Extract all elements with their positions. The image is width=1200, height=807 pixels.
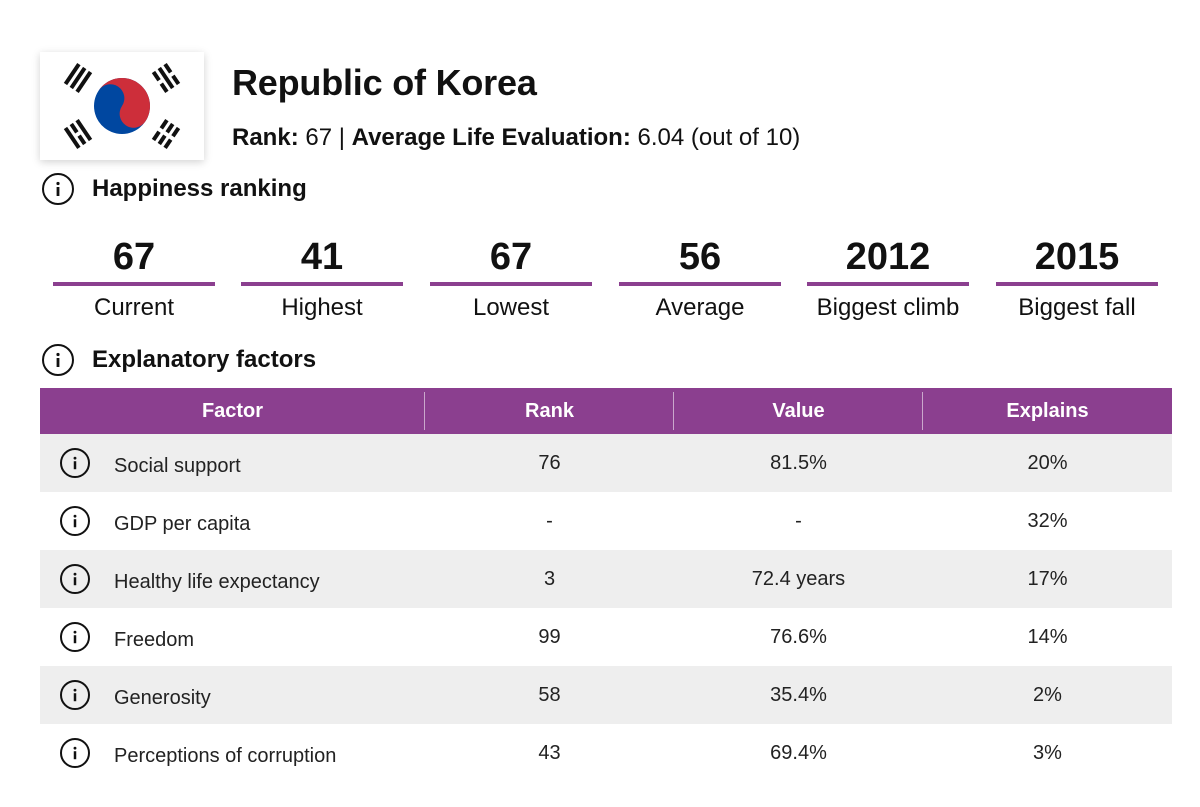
stat-value: 67 xyxy=(430,228,592,286)
stat-biggest-fall: 2015 Biggest fall xyxy=(996,228,1158,332)
explains-cell: 14% xyxy=(1027,625,1068,648)
stat-label: Lowest xyxy=(472,294,550,321)
stat-lowest: 67 Lowest xyxy=(430,228,592,332)
factor-name: Healthy life expectancy xyxy=(114,570,320,593)
ale-value: 6.04 xyxy=(637,124,685,151)
explains-cell: 2% xyxy=(1033,683,1062,706)
column-header-rank: Rank xyxy=(425,388,674,434)
flag-card xyxy=(40,52,204,160)
factor-cell: Freedom xyxy=(40,608,425,666)
explains-cell: 3% xyxy=(1033,741,1062,764)
factors-table: Factor Rank Value Explains Social suppor… xyxy=(40,388,1172,782)
stat-value: 56 xyxy=(619,228,781,286)
south-korea-flag-icon xyxy=(40,52,204,160)
stat-value: 67 xyxy=(53,228,215,286)
rank-label: Rank: xyxy=(232,124,299,151)
section-title: Happiness ranking xyxy=(92,175,307,202)
stat-label: Average xyxy=(655,294,745,321)
stat-biggest-climb: 2012 Biggest climb xyxy=(807,228,969,332)
factor-cell: Perceptions of corruption xyxy=(40,724,425,782)
rank-cell: - xyxy=(546,509,553,532)
stat-label: Biggest climb xyxy=(816,294,960,321)
rank-cell: 76 xyxy=(538,451,561,474)
section-title: Explanatory factors xyxy=(92,346,317,373)
info-icon[interactable] xyxy=(60,506,90,536)
table-row: Freedom 99 76.6% 14% xyxy=(40,608,1172,666)
factor-name: Generosity xyxy=(114,686,211,709)
stat-value: 2015 xyxy=(996,228,1158,286)
column-header-factor: Factor xyxy=(40,388,425,434)
table-row: GDP per capita - - 32% xyxy=(40,492,1172,550)
stat-highest: 41 Highest xyxy=(241,228,403,332)
rank-separator: | xyxy=(338,124,345,151)
stat-value: 2012 xyxy=(807,228,969,286)
factor-cell: GDP per capita xyxy=(40,492,425,550)
table-row: Healthy life expectancy 3 72.4 years 17% xyxy=(40,550,1172,608)
info-icon[interactable] xyxy=(60,448,90,478)
factor-cell: Social support xyxy=(40,434,425,492)
value-cell: 76.6% xyxy=(770,625,827,648)
factor-cell: Generosity xyxy=(40,666,425,724)
rank-cell: 99 xyxy=(538,625,561,648)
value-cell: 69.4% xyxy=(770,741,827,764)
info-icon[interactable] xyxy=(60,680,90,710)
stat-average: 56 Average xyxy=(619,228,781,332)
explanatory-factors-heading: Explanatory factors xyxy=(42,343,316,377)
factor-name: GDP per capita xyxy=(114,512,251,535)
table-row: Generosity 58 35.4% 2% xyxy=(40,666,1172,724)
info-icon[interactable] xyxy=(60,738,90,768)
value-cell: 35.4% xyxy=(770,683,827,706)
table-row: Social support 76 81.5% 20% xyxy=(40,434,1172,492)
factor-name: Perceptions of corruption xyxy=(114,744,337,767)
rank-cell: 3 xyxy=(543,567,556,590)
happiness-ranking-heading: Happiness ranking xyxy=(42,172,307,206)
rank-cell: 58 xyxy=(538,683,561,706)
factor-cell: Healthy life expectancy xyxy=(40,550,425,608)
ale-suffix: (out of 10) xyxy=(690,124,801,151)
stat-label: Biggest fall xyxy=(1018,294,1136,321)
table-row: Perceptions of corruption 43 69.4% 3% xyxy=(40,724,1172,782)
stat-label: Current xyxy=(93,294,175,321)
column-header-value: Value xyxy=(674,388,923,434)
country-title: Republic of Korea xyxy=(232,62,537,103)
factor-name: Social support xyxy=(114,454,241,477)
info-icon[interactable] xyxy=(42,344,74,376)
info-icon[interactable] xyxy=(60,622,90,652)
ale-label: Average Life Evaluation: xyxy=(351,124,631,151)
explains-cell: 17% xyxy=(1027,567,1068,590)
rank-summary: Rank: 67 | Average Life Evaluation: 6.04… xyxy=(232,124,800,152)
stat-label: Highest xyxy=(281,294,363,321)
table-header: Factor Rank Value Explains xyxy=(40,388,1172,434)
happiness-stats: 67 Current 41 Highest 67 Lowest 56 Avera… xyxy=(53,228,1159,332)
column-header-explains: Explains xyxy=(1006,400,1089,422)
info-icon[interactable] xyxy=(42,173,74,205)
factor-name: Freedom xyxy=(114,628,195,651)
rank-value: 67 xyxy=(305,124,333,151)
explains-cell: 20% xyxy=(1027,451,1068,474)
info-icon[interactable] xyxy=(60,564,90,594)
stat-value: 41 xyxy=(241,228,403,286)
stat-current: 67 Current xyxy=(53,228,215,332)
value-cell: - xyxy=(795,509,802,532)
value-cell: 72.4 years xyxy=(751,567,846,590)
value-cell: 81.5% xyxy=(770,451,827,474)
rank-cell: 43 xyxy=(538,741,561,764)
explains-cell: 32% xyxy=(1027,509,1068,532)
